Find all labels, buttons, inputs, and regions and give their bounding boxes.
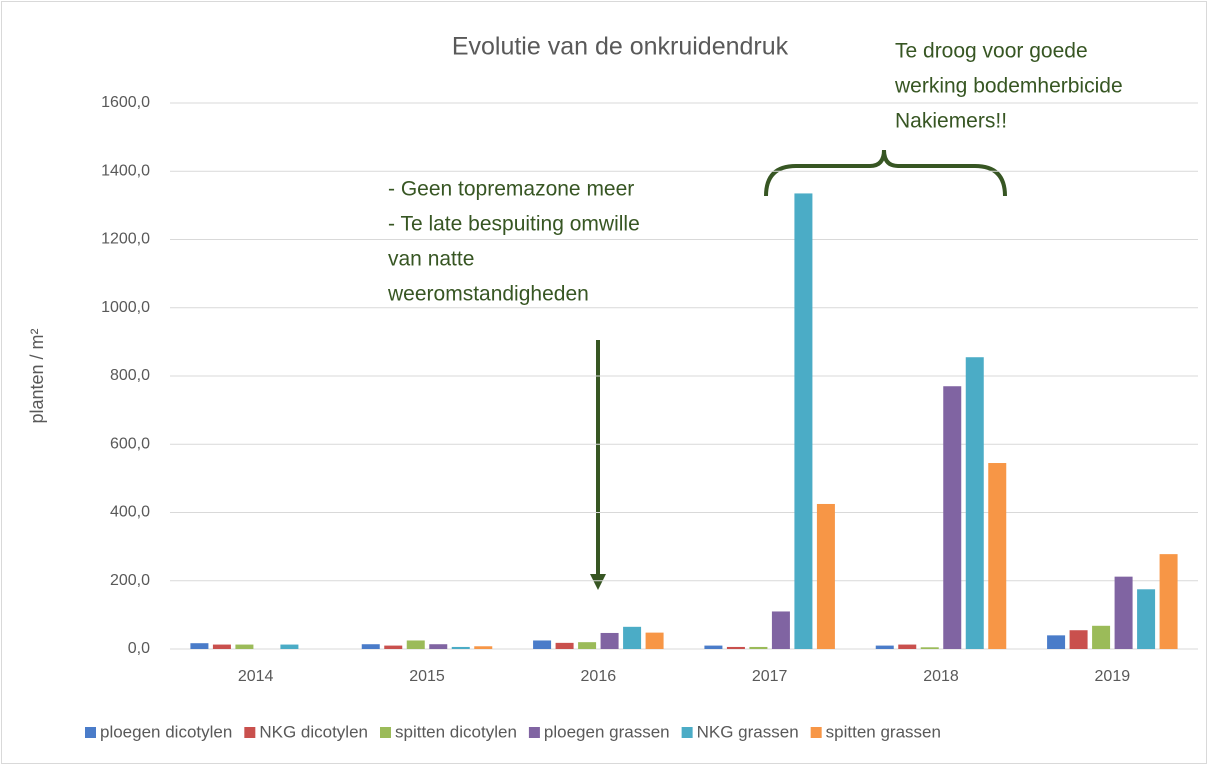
bar	[943, 386, 962, 649]
bar	[384, 645, 403, 649]
y-tick-label: 1600,0	[101, 94, 150, 111]
annotation: - Geen topremazone meer	[388, 178, 634, 201]
legend-label: spitten grassen	[826, 722, 941, 741]
legend-swatch	[85, 727, 96, 738]
bar	[816, 503, 835, 649]
bar	[212, 644, 231, 649]
bar	[406, 640, 425, 649]
y-tick-label: 0,0	[128, 640, 150, 657]
x-tick-label: 2019	[1095, 668, 1131, 685]
bar	[235, 644, 254, 649]
y-tick-label: 600,0	[110, 435, 150, 452]
y-axis-label: planten / m²	[27, 328, 47, 423]
legend-label: ploegen dicotylen	[100, 722, 232, 741]
chart-title: Evolutie van de onkruidendruk	[452, 33, 789, 61]
bar	[771, 611, 790, 649]
legend-swatch	[810, 727, 822, 738]
legend-label: ploegen grassen	[544, 722, 670, 741]
bar	[533, 640, 552, 649]
x-tick-label: 2017	[752, 668, 788, 685]
bar	[749, 646, 768, 649]
legend-swatch	[681, 727, 693, 738]
y-tick-label: 200,0	[110, 572, 150, 589]
bar	[451, 646, 470, 649]
y-tick-label: 800,0	[110, 367, 150, 384]
x-tick-label: 2015	[409, 668, 445, 685]
annotation: Te droog voor goede	[895, 40, 1088, 63]
y-tick-label: 1400,0	[101, 162, 150, 179]
y-tick-label: 400,0	[110, 504, 150, 521]
legend-swatch	[244, 727, 256, 738]
bar	[704, 645, 723, 649]
bar	[190, 643, 209, 649]
legend-label: NKG dicotylen	[259, 722, 368, 741]
annotation: van natte	[388, 248, 474, 271]
brace	[764, 149, 1007, 197]
bar	[1114, 576, 1133, 649]
bar	[578, 642, 597, 649]
annotation: weeromstandigheden	[387, 283, 589, 306]
bar	[474, 646, 493, 649]
bar	[1069, 630, 1088, 649]
x-tick-label: 2018	[923, 668, 959, 685]
bar	[1092, 625, 1111, 649]
bar	[361, 644, 380, 649]
annotation: werking bodemherbicide	[894, 75, 1123, 98]
legend-label: spitten dicotylen	[395, 722, 517, 741]
bar	[600, 632, 619, 649]
bar	[280, 644, 299, 649]
bar	[875, 645, 894, 649]
annotation: Nakiemers!!	[895, 110, 1007, 133]
arrow-head	[590, 574, 606, 590]
bar	[898, 644, 917, 649]
bar	[920, 647, 939, 649]
bar	[645, 632, 664, 649]
y-tick-label: 1000,0	[101, 299, 150, 316]
legend-label: NKG grassen	[697, 722, 799, 741]
x-tick-label: 2014	[238, 668, 274, 685]
legend-swatch	[380, 727, 391, 738]
bar	[726, 646, 745, 649]
bar	[429, 644, 448, 649]
bar	[1159, 554, 1178, 649]
bar	[623, 626, 642, 649]
bar	[988, 463, 1007, 649]
y-tick-label: 1200,0	[101, 231, 150, 248]
bar	[794, 193, 813, 649]
bar	[1047, 635, 1066, 649]
x-tick-label: 2016	[581, 668, 617, 685]
bar	[1137, 589, 1156, 649]
bar	[965, 357, 984, 649]
legend-swatch	[528, 727, 540, 738]
annotation: - Te late bespuiting omwille	[388, 213, 640, 236]
bar	[555, 642, 574, 649]
